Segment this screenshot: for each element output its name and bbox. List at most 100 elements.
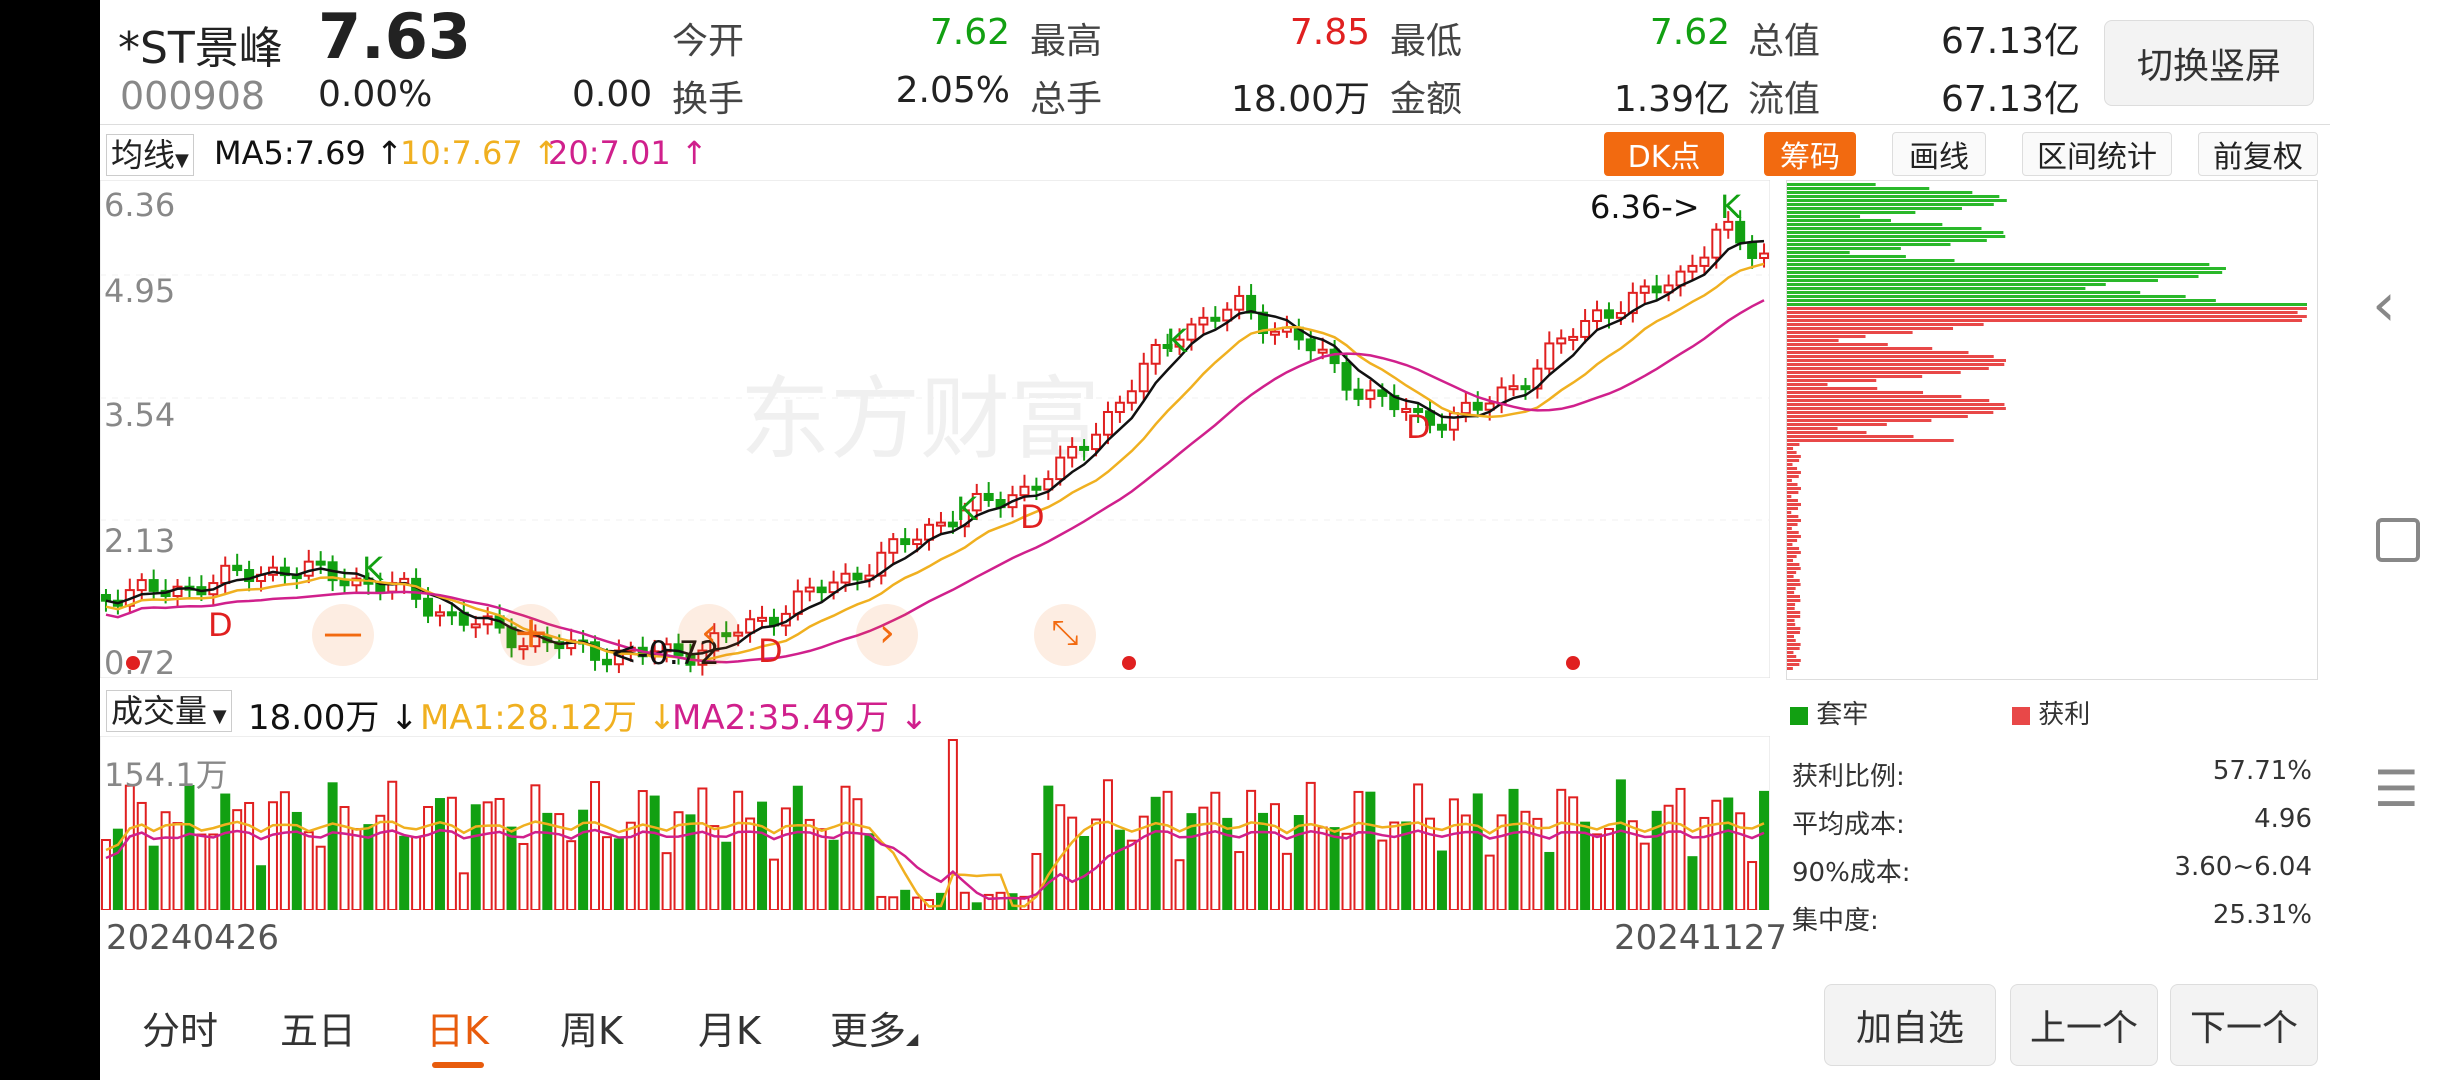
volume-bar: [351, 827, 362, 911]
candle-body: [434, 611, 445, 617]
volume-bar: [1031, 852, 1042, 911]
chip-bar: [1787, 443, 1800, 446]
candle-body: [1723, 220, 1734, 231]
chip-bar: [1787, 255, 1906, 258]
volume-bar: [685, 814, 696, 911]
prev-stock-button[interactable]: 上一个: [2010, 984, 2158, 1066]
candle-body: [745, 618, 756, 634]
volume-bar: [1043, 785, 1054, 911]
candle-body: [1079, 445, 1090, 451]
chip-bar: [1787, 299, 2216, 302]
volume-bar: [518, 842, 529, 911]
event-dot-icon[interactable]: [1122, 656, 1136, 670]
volume-bar: [1234, 851, 1245, 911]
forward-adjust-button[interactable]: 前复权: [2198, 132, 2318, 176]
zoom-out-icon[interactable]: —: [312, 604, 374, 666]
volume-bar: [816, 828, 827, 911]
chip-bar: [1787, 279, 2158, 282]
add-watchlist-button[interactable]: 加自选: [1824, 984, 1996, 1066]
chip-bar: [1787, 607, 1795, 610]
tab-monthly-k[interactable]: 月K: [698, 1009, 761, 1053]
volume-bar: [1520, 810, 1531, 911]
chips-label: 筹码: [1780, 140, 1840, 175]
volume-bar: [1460, 814, 1471, 911]
candle-body: [1222, 308, 1233, 322]
chip-bar: [1787, 455, 1801, 458]
chip-bar: [1787, 495, 1792, 498]
chip-bar: [1787, 623, 1796, 626]
chip-bar: [1787, 343, 1888, 346]
chip-bar: [1787, 591, 1795, 594]
chip-bar: [1787, 587, 1796, 590]
chip-bar: [1787, 463, 1793, 466]
volume-arrow-icon: ↓: [390, 698, 419, 738]
candle-body: [852, 572, 863, 581]
candle-body: [900, 538, 911, 546]
chip-bar: [1787, 339, 1839, 342]
chip-bar: [1787, 519, 1801, 522]
volume-bar: [244, 801, 255, 911]
vol-ma1-arrow-icon: ↓: [647, 698, 677, 738]
volume-bar: [1723, 797, 1734, 912]
range-stats-button[interactable]: 区间统计: [2022, 132, 2172, 176]
dk-point-button[interactable]: DK点: [1604, 132, 1724, 176]
collapse-icon[interactable]: ⤡: [1034, 604, 1096, 666]
tab-daily-k[interactable]: 日K: [426, 1009, 489, 1053]
stock-name: *ST景峰: [118, 23, 283, 74]
volume-chart[interactable]: 154.1万: [99, 735, 1771, 912]
kline-chart[interactable]: 东方财富 6.36 4.95 3.54 2.13 0.72 6.36-> <-0…: [99, 179, 1771, 682]
dk-point-label: DK点: [1627, 140, 1701, 175]
quote-label-high: 最高: [1030, 21, 1103, 62]
chevron-left-icon[interactable]: ‹: [678, 604, 740, 666]
chips-button[interactable]: 筹码: [1764, 132, 1856, 176]
ma-selector[interactable]: 均线▼: [106, 134, 194, 176]
volume-bar: [1699, 816, 1710, 911]
volume-bar: [1472, 793, 1483, 911]
chip-bar: [1787, 283, 2106, 286]
tab-more[interactable]: 更多◢: [830, 1000, 918, 1055]
chip-bar: [1787, 311, 2298, 314]
candle-body: [661, 643, 672, 653]
volume-bar: [1556, 788, 1567, 911]
volume-bar: [446, 796, 457, 911]
volume-selector[interactable]: 成交量 ▼: [106, 690, 232, 732]
candle-body: [1663, 284, 1674, 294]
volume-bar: [1293, 815, 1304, 911]
chip-bar: [1787, 219, 1891, 222]
tab-weekly-k[interactable]: 周K: [560, 1009, 623, 1053]
candle-body: [1353, 388, 1364, 400]
candle-body: [1269, 330, 1280, 336]
candle-body: [220, 564, 231, 585]
recent-apps-icon[interactable]: [2376, 518, 2420, 562]
candle-body: [912, 538, 923, 546]
candle-body: [1043, 478, 1054, 491]
chip-bar: [1787, 535, 1801, 538]
chip-bar: [1787, 251, 1850, 254]
volume-bar: [1269, 803, 1280, 911]
chip-bar: [1787, 475, 1799, 478]
chevron-right-icon[interactable]: ›: [856, 604, 918, 666]
volume-bar: [136, 801, 147, 911]
next-stock-button[interactable]: 下一个: [2170, 984, 2318, 1066]
event-dot-icon[interactable]: [1566, 656, 1580, 670]
chip-bar: [1787, 367, 1989, 370]
volume-bar: [1114, 829, 1125, 911]
event-dot-icon[interactable]: [126, 656, 140, 670]
quote-value-open: 7.62: [929, 12, 1010, 53]
candle-body: [1520, 385, 1531, 391]
chip-bar: [1787, 547, 1800, 550]
chip-bar: [1787, 387, 1878, 390]
tab-intraday[interactable]: 分时: [142, 1009, 219, 1053]
chip-bar: [1787, 635, 1795, 638]
back-chevron-icon[interactable]: ‹: [2372, 270, 2396, 340]
candle-body: [840, 572, 851, 584]
draw-line-button[interactable]: 画线: [1892, 132, 1986, 176]
zoom-in-icon[interactable]: +: [500, 604, 562, 666]
legend-profit: 获利: [2012, 694, 2090, 731]
menu-icon[interactable]: ☰: [2374, 760, 2419, 818]
tab-five-day[interactable]: 五日: [280, 1009, 357, 1053]
candle-body: [1436, 423, 1447, 431]
ma-selector-label: 均线: [111, 136, 176, 174]
switch-portrait-button[interactable]: 切换竖屏: [2104, 20, 2314, 106]
candle-body: [1580, 320, 1591, 338]
